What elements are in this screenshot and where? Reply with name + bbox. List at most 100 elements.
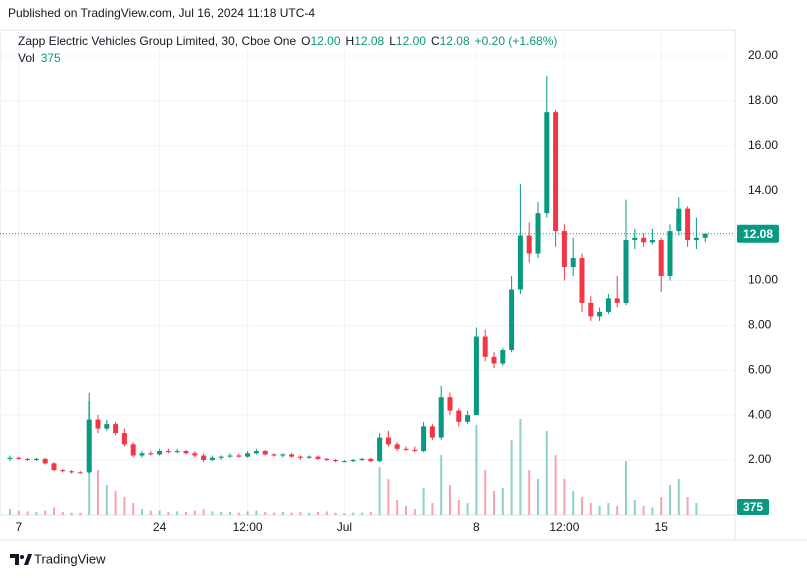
x-tick-label: Jul — [337, 520, 352, 534]
candle-body — [121, 433, 127, 445]
ohlc-value: 12.08 — [440, 34, 470, 48]
candle-body — [280, 454, 286, 456]
candle-body — [702, 233, 708, 238]
volume-bar — [26, 511, 29, 515]
volume-bar — [651, 507, 654, 515]
volume-bar — [70, 512, 73, 515]
ohlc-key: L — [389, 34, 396, 48]
published-note: Published on TradingView.com, Jul 16, 20… — [8, 6, 315, 20]
legend-title: Zapp Electric Vehicles Group Limited, 30… — [18, 34, 296, 48]
candle-body — [667, 231, 673, 276]
candle-body — [658, 240, 664, 276]
candle-body — [597, 311, 603, 317]
candle-body — [341, 461, 347, 463]
candle-body — [95, 419, 101, 429]
volume-bar — [343, 513, 346, 515]
volume-bar — [237, 512, 240, 515]
volume-bar — [202, 509, 205, 515]
tv-logo — [10, 554, 32, 565]
candle-body — [324, 458, 330, 461]
candle-body — [174, 451, 180, 453]
candle-body — [632, 237, 638, 241]
volume-bar — [413, 509, 416, 515]
volume-bar — [387, 479, 390, 515]
candle-body — [157, 451, 163, 455]
candle-body — [385, 437, 391, 445]
candle-body — [685, 208, 691, 241]
candle-body — [236, 455, 242, 457]
volume-bar — [669, 485, 671, 515]
y-tick-label: 14.00 — [748, 183, 778, 197]
volume-bar — [396, 500, 399, 515]
candle-body — [526, 235, 532, 254]
volume-bar — [176, 511, 179, 515]
volume-bar — [35, 512, 38, 515]
candle-body — [447, 397, 453, 411]
volume-bar — [220, 512, 223, 515]
candle-body — [297, 456, 303, 458]
volume-bar — [369, 512, 372, 515]
candle-body — [245, 453, 251, 457]
candle-body — [649, 240, 655, 243]
candle-body — [218, 456, 224, 458]
volume-bar — [149, 510, 152, 515]
candle-body — [25, 458, 31, 461]
volume-bar — [141, 509, 143, 515]
last-price-label: 12.08 — [743, 227, 773, 241]
candle-body — [104, 424, 110, 429]
volume-bar — [123, 497, 126, 515]
volume-bar — [229, 512, 231, 515]
volume-bar — [114, 491, 117, 515]
change-value: +0.20 (+1.68%) — [475, 34, 558, 48]
last-volume-tag — [737, 499, 769, 515]
volume-bar — [563, 479, 566, 515]
candle-body — [139, 453, 145, 456]
volume-bar — [554, 455, 557, 515]
candle-body — [412, 449, 418, 452]
volume-bar — [317, 512, 319, 515]
candle-body — [350, 460, 356, 462]
ohlc-value: 12.00 — [311, 34, 341, 48]
candle-body — [42, 458, 48, 464]
candle-body — [253, 451, 259, 454]
candle-body — [165, 451, 171, 453]
volume-bar — [537, 479, 539, 515]
candle-body — [500, 350, 506, 364]
candle-body — [438, 397, 444, 438]
volume-bar — [484, 470, 487, 515]
volume-bar — [607, 503, 610, 515]
candle-body — [262, 451, 268, 455]
volume-bar — [431, 503, 434, 515]
candle-body — [77, 472, 83, 474]
candle-body — [570, 258, 576, 268]
volume-legend: Vol 375 — [18, 51, 61, 65]
volume-bar — [528, 470, 531, 515]
candle-body — [482, 336, 488, 357]
candle-body — [561, 231, 567, 268]
candle-body — [676, 208, 682, 232]
last-price-tag — [737, 224, 779, 243]
volume-bar — [53, 507, 55, 515]
volume-bar — [193, 510, 196, 515]
volume-bar — [185, 512, 187, 515]
volume-bar — [660, 497, 663, 515]
candle-body — [579, 258, 585, 303]
candle-body — [306, 456, 312, 458]
volume-bar — [61, 512, 64, 515]
candle-body — [333, 460, 339, 462]
candle-body — [359, 458, 365, 461]
volume-bar — [167, 512, 170, 515]
volume-bar — [686, 497, 689, 515]
volume-bar — [290, 512, 293, 515]
volume-bar — [422, 488, 425, 515]
volume-bar — [545, 431, 548, 515]
volume-bar — [334, 512, 337, 515]
volume-bar — [475, 425, 478, 515]
volume-bar — [378, 467, 381, 515]
y-tick-label: 6.00 — [748, 362, 772, 376]
candle-body — [421, 426, 427, 452]
candle-body — [623, 240, 629, 303]
candle-body — [509, 289, 515, 351]
